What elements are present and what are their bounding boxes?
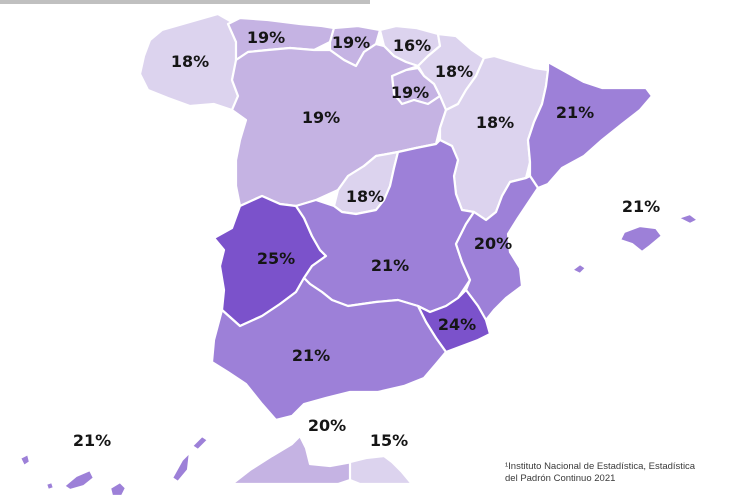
source-note-line-2: del Padrón Continuo 2021 xyxy=(505,473,616,484)
label-la-rioja: 19% xyxy=(391,83,429,102)
label-galicia: 18% xyxy=(171,52,209,71)
label-castilla-y-leon: 19% xyxy=(302,108,340,127)
region-canarias-5[interactable] xyxy=(190,434,210,452)
region-valencia[interactable] xyxy=(454,174,540,322)
region-canarias-4[interactable] xyxy=(170,450,192,484)
label-murcia: 24% xyxy=(438,315,476,334)
top-cropped-text-strip xyxy=(0,0,370,4)
region-baleares-ibiza[interactable] xyxy=(570,262,588,276)
region-cataluna[interactable] xyxy=(526,60,654,190)
label-andalucia: 21% xyxy=(292,346,330,365)
region-andalucia[interactable] xyxy=(210,276,448,422)
label-canarias: 21% xyxy=(73,431,111,450)
label-melilla: 15% xyxy=(370,431,408,450)
label-ceuta: 20% xyxy=(308,416,346,435)
label-valencia: 20% xyxy=(474,234,512,253)
region-baleares[interactable] xyxy=(618,224,664,254)
region-ceuta[interactable] xyxy=(230,434,354,486)
label-cantabria: 19% xyxy=(332,33,370,52)
label-navarra: 18% xyxy=(435,62,473,81)
region-melilla[interactable] xyxy=(348,454,414,486)
label-cataluna: 21% xyxy=(556,103,594,122)
region-canarias-6[interactable] xyxy=(44,480,56,492)
label-baleares: 21% xyxy=(622,197,660,216)
label-aragon: 18% xyxy=(476,113,514,132)
region-canarias-2[interactable] xyxy=(62,468,96,492)
region-baleares-menorca[interactable] xyxy=(676,212,700,226)
label-castilla-la-mancha: 21% xyxy=(371,256,409,275)
label-extremadura: 25% xyxy=(257,249,295,268)
source-note: ¹Instituto Nacional de Estadística, Esta… xyxy=(505,461,730,485)
region-canarias-3[interactable] xyxy=(108,480,128,498)
source-note-line-1: ¹Instituto Nacional de Estadística, Esta… xyxy=(505,461,696,472)
label-pais-vasco: 16% xyxy=(393,36,431,55)
label-asturias: 19% xyxy=(247,28,285,47)
label-madrid: 18% xyxy=(346,187,384,206)
region-canarias-1[interactable] xyxy=(18,452,32,468)
